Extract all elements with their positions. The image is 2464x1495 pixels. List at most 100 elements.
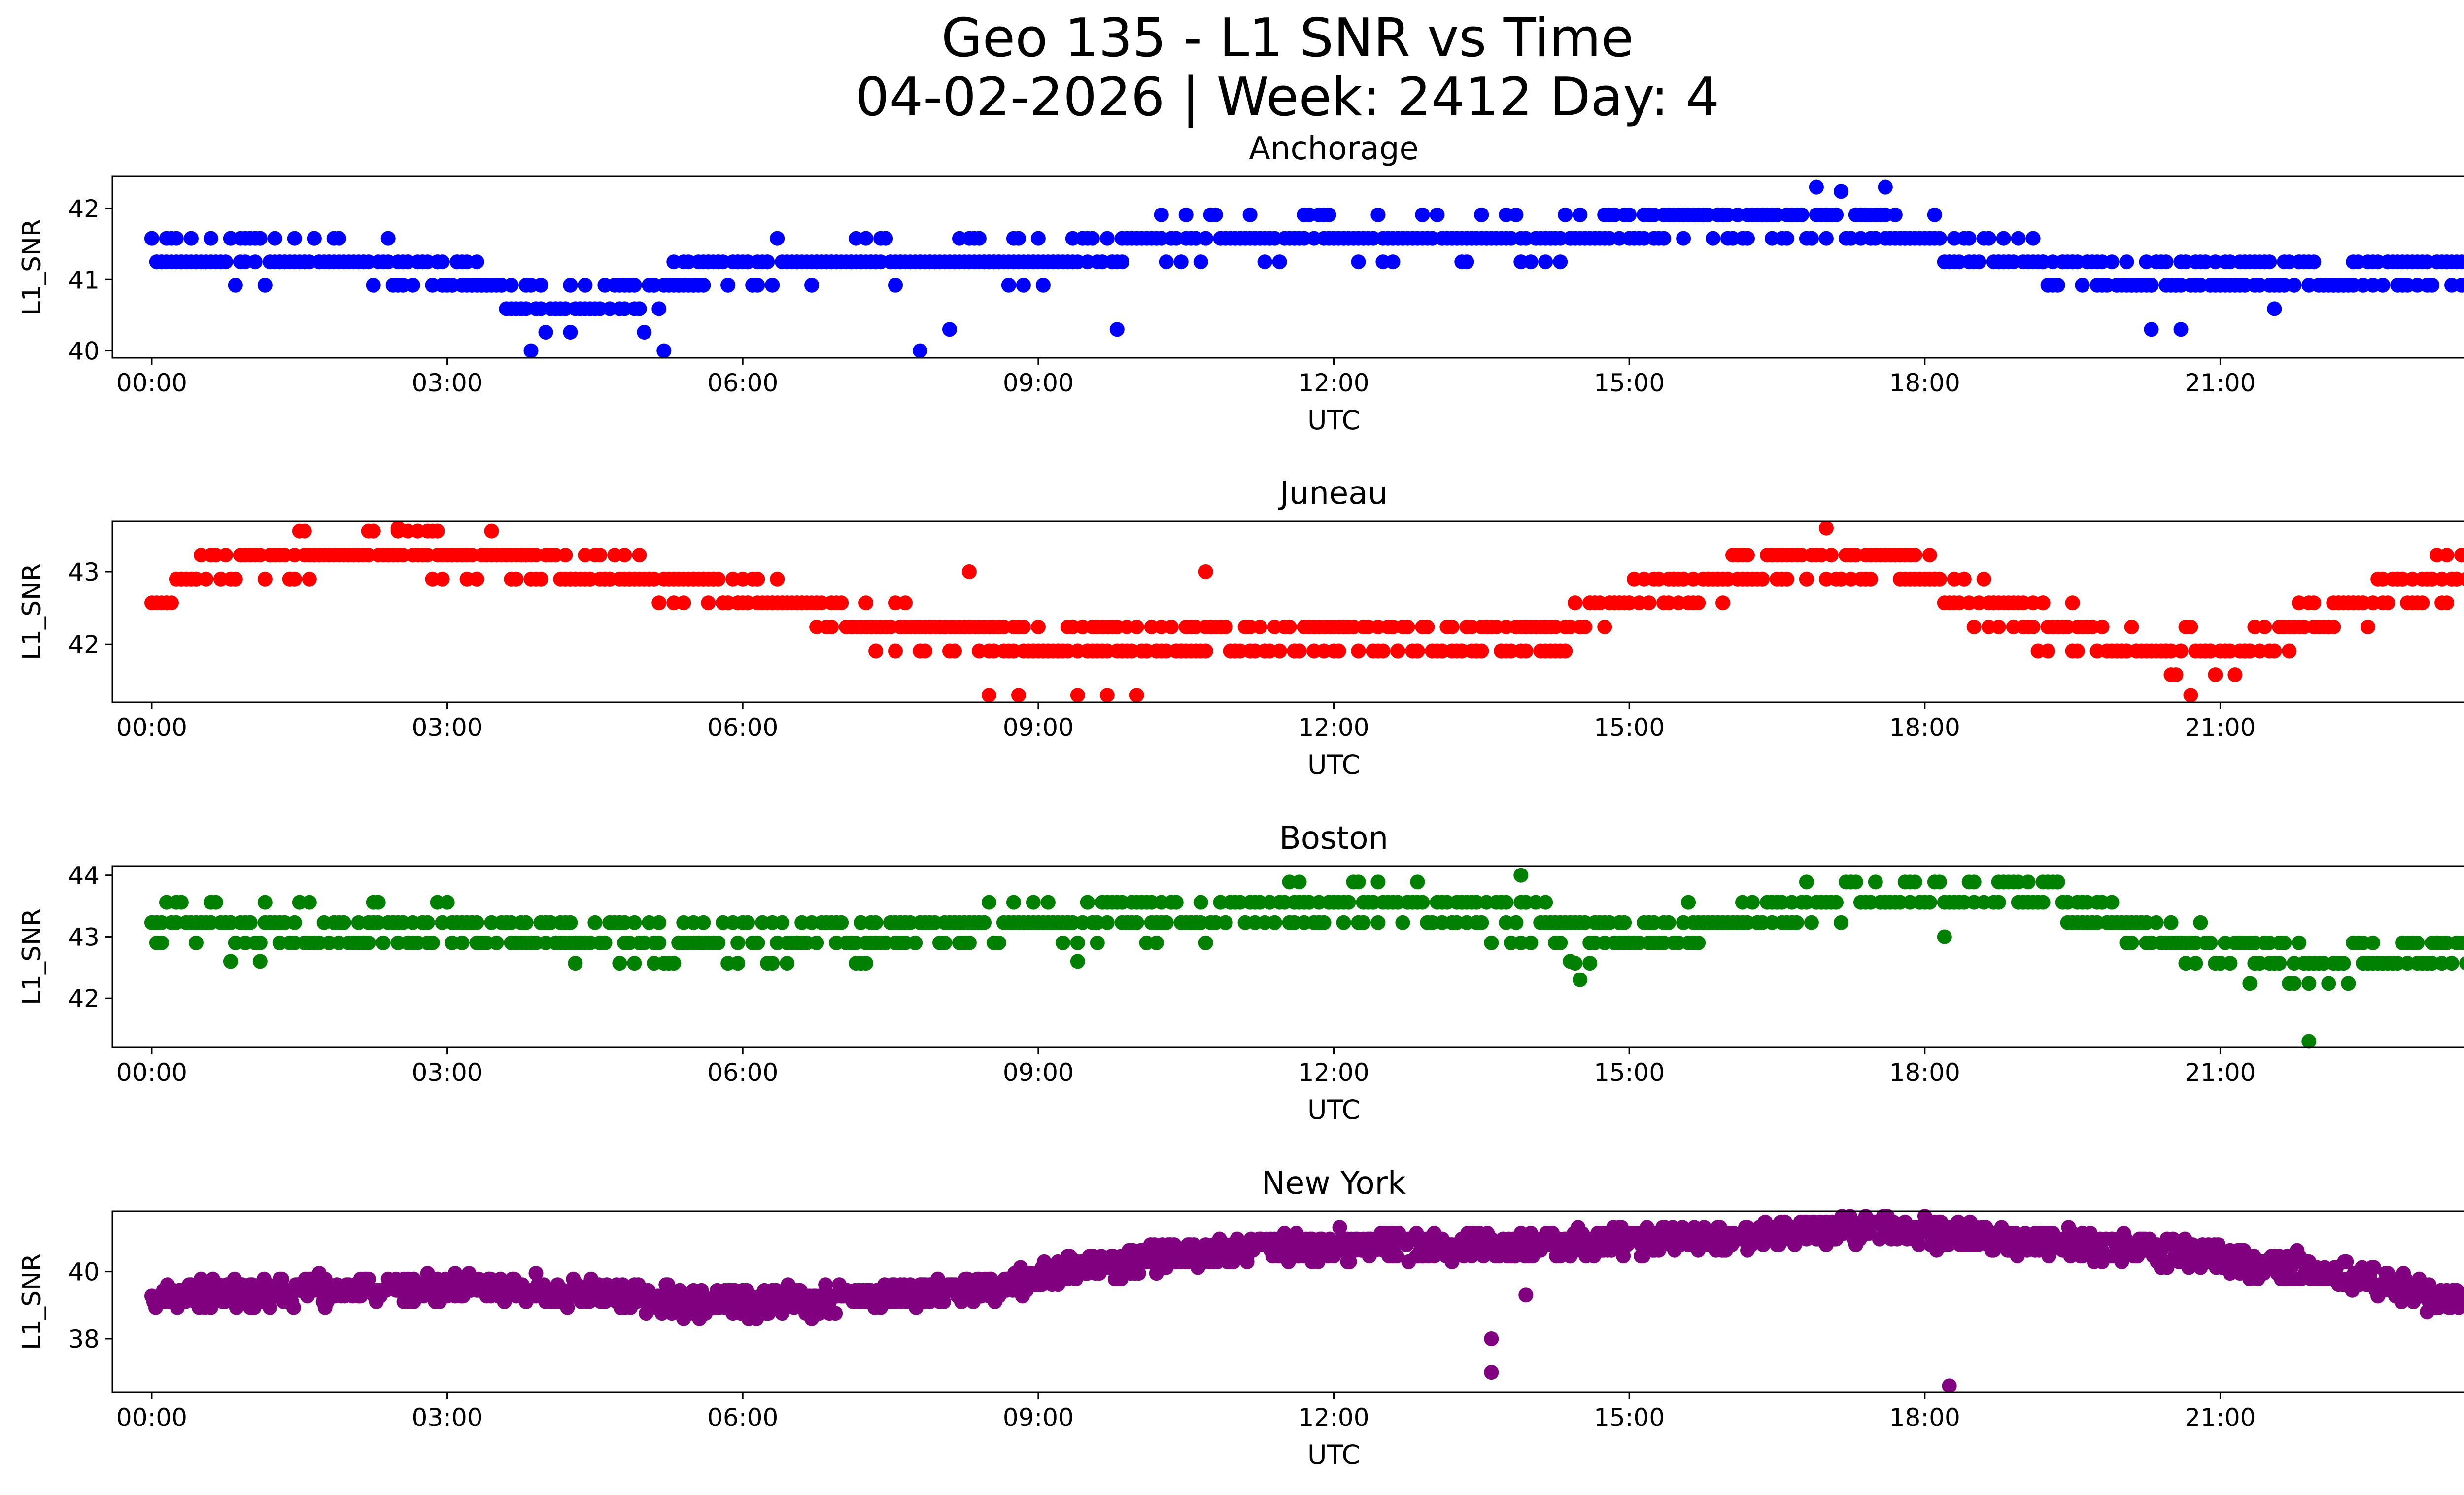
x-tick-label: 21:00 <box>2185 1403 2256 1432</box>
data-point <box>1321 207 1336 222</box>
data-point <box>2242 976 2258 991</box>
data-point <box>730 956 746 971</box>
x-tick-label: 18:00 <box>1889 713 1960 742</box>
data-point <box>1799 571 1814 587</box>
data-point <box>2124 935 2139 950</box>
data-point <box>1538 895 1553 910</box>
data-point <box>203 231 218 246</box>
data-point <box>2203 935 2218 950</box>
data-point <box>2301 976 2317 991</box>
data-point <box>1178 207 1194 222</box>
data-point <box>765 278 780 293</box>
data-point <box>1385 254 1401 270</box>
data-point <box>2282 643 2297 659</box>
data-point <box>1794 207 1809 222</box>
data-point <box>597 935 613 950</box>
data-point-outlier <box>1878 179 1893 195</box>
data-point <box>169 231 184 246</box>
data-point <box>1006 895 1021 910</box>
subplot-boston: Boston 00:00 03:00 06:00 09:00 12:00 15:00 18:0… <box>17 820 2464 1125</box>
data-point <box>1740 548 1755 563</box>
data-point <box>1474 915 1489 930</box>
data-point <box>769 1283 784 1298</box>
data-point <box>1922 895 1937 910</box>
data-point <box>173 895 189 910</box>
data-point <box>1410 643 1425 659</box>
x-tick-label: 15:00 <box>1594 369 1665 397</box>
data-point <box>2020 874 2036 890</box>
x-tick-label: 09:00 <box>1003 713 1074 742</box>
data-point-outlier <box>942 322 957 337</box>
subplot-anchorage: Anchorage 00:00 03:00 06:00 09:00 12:00 15:00 1… <box>17 131 2464 436</box>
data-point <box>2394 1294 2409 1309</box>
data-point <box>164 595 179 611</box>
data-point <box>366 523 381 539</box>
data-point <box>1616 1249 1631 1264</box>
data-point <box>489 935 504 950</box>
data-point <box>2361 619 2376 634</box>
data-point <box>218 548 233 563</box>
data-point <box>1292 874 1307 890</box>
data-point <box>287 915 302 930</box>
data-point <box>1661 915 1677 930</box>
data-point <box>361 935 376 950</box>
data-point <box>1508 915 1524 930</box>
data-point <box>1868 874 1883 890</box>
y-axis-label: L1_SNR <box>17 908 47 1005</box>
data-point <box>366 278 381 293</box>
data-point <box>818 1277 833 1292</box>
data-point <box>809 935 824 950</box>
data-point <box>612 956 627 971</box>
data-point <box>247 254 263 270</box>
x-tick-label: 18:00 <box>1889 1058 1960 1087</box>
data-point <box>2227 667 2243 683</box>
data-point <box>592 548 608 563</box>
data-point <box>2287 278 2302 293</box>
data-point <box>1252 619 1267 634</box>
data-point <box>1193 895 1208 910</box>
data-point <box>228 278 243 293</box>
data-point <box>1198 643 1213 659</box>
data-point <box>868 915 884 930</box>
data-point <box>2422 1277 2437 1292</box>
data-point-outlier <box>961 564 977 579</box>
data-point <box>1927 207 1942 222</box>
data-point <box>1804 915 1819 930</box>
data-point <box>1242 207 1258 222</box>
data-point <box>632 301 647 316</box>
data-point <box>1597 619 1612 634</box>
data-point <box>1085 231 1100 246</box>
data-point <box>1282 619 1297 634</box>
data-point <box>1430 207 1445 222</box>
data-point <box>2065 595 2080 611</box>
data-point-outlier <box>2301 1034 2317 1049</box>
data-point-outlier <box>656 343 672 358</box>
data-point <box>961 935 977 950</box>
x-tick-label: 12:00 <box>1298 369 1369 397</box>
data-point <box>1168 895 1184 910</box>
data-point <box>1129 915 1144 930</box>
data-point <box>2380 595 2396 611</box>
data-point <box>469 915 484 930</box>
data-point <box>1518 643 1534 659</box>
data-point-outlier <box>913 343 927 358</box>
data-point <box>1459 254 1474 270</box>
data-point <box>1035 278 1051 293</box>
data-point <box>1976 571 1991 587</box>
data-point <box>711 571 726 587</box>
data-point <box>1193 254 1208 270</box>
data-point <box>287 231 302 246</box>
data-point <box>538 325 553 340</box>
data-point <box>1159 915 1174 930</box>
figure-title-line2: 04-02-2026 | Week: 2412 Day: 4 <box>855 67 1720 128</box>
data-point-outlier <box>1818 521 1834 536</box>
data-point <box>1474 643 1489 659</box>
data-point <box>1951 1214 1966 1229</box>
data-point <box>2459 956 2464 971</box>
data-point <box>560 1300 575 1315</box>
data-point <box>1070 935 1085 950</box>
data-point <box>144 231 159 246</box>
data-point <box>2341 976 2356 991</box>
y-tick-label: 42 <box>68 195 100 223</box>
data-point <box>991 935 1006 950</box>
